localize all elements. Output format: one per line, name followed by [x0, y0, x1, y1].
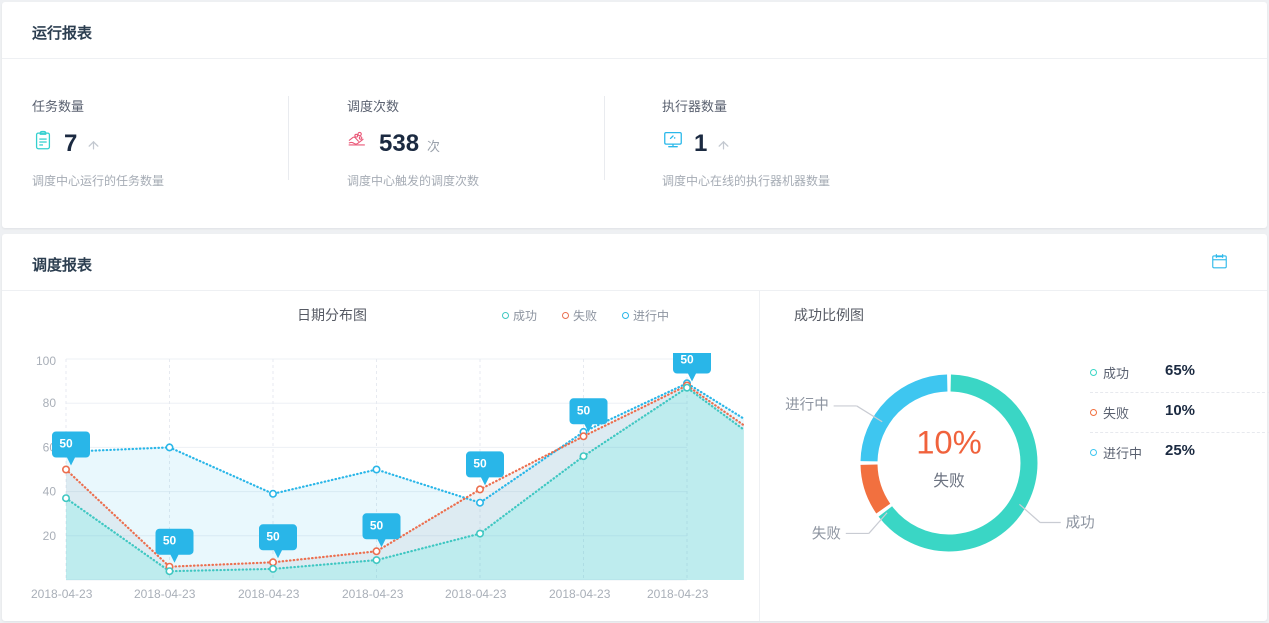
svg-text:50: 50 — [577, 403, 591, 417]
svg-text:80: 80 — [43, 396, 57, 410]
svg-text:50: 50 — [266, 529, 280, 543]
svg-text:50: 50 — [680, 353, 694, 367]
svg-text:失败: 失败 — [933, 472, 965, 490]
svg-text:10%: 10% — [916, 423, 982, 460]
svg-text:50: 50 — [473, 456, 487, 470]
svg-text:40: 40 — [43, 485, 57, 499]
svg-text:50: 50 — [370, 518, 384, 532]
svg-text:进行中: 进行中 — [785, 397, 829, 414]
svg-text:100: 100 — [36, 354, 56, 368]
svg-text:成功: 成功 — [1066, 514, 1095, 531]
svg-text:50: 50 — [163, 534, 177, 548]
svg-text:失败: 失败 — [812, 525, 842, 542]
svg-text:20: 20 — [43, 529, 57, 543]
svg-text:50: 50 — [59, 437, 73, 451]
